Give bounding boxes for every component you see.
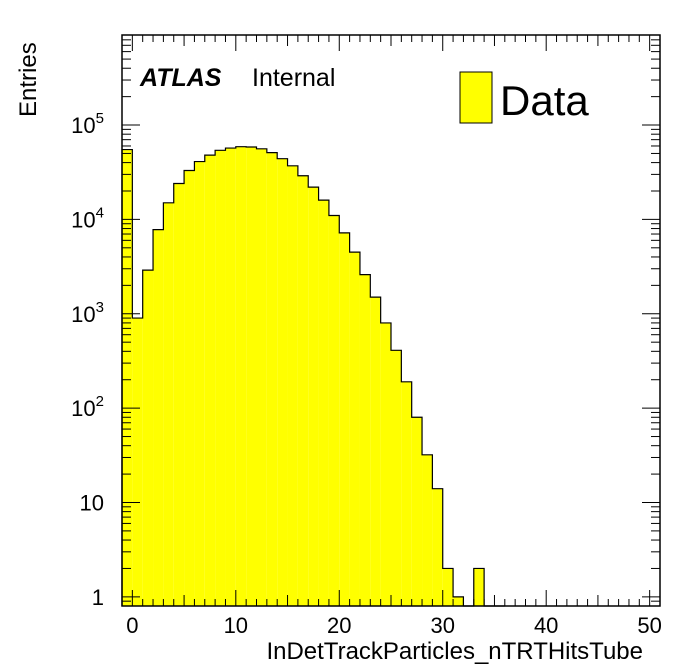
- histogram-bar: [453, 596, 464, 606]
- histogram-bar: [256, 148, 267, 606]
- histogram-bar: [359, 274, 371, 606]
- histogram-bar: [401, 381, 412, 606]
- histogram-bar: [142, 270, 154, 606]
- histogram-bar: [442, 568, 454, 606]
- histogram-bar: [225, 148, 236, 606]
- histogram-bar: [391, 350, 402, 606]
- y-tick-label: 1: [92, 585, 104, 610]
- x-tick-label: 10: [224, 613, 248, 638]
- x-tick-label: 40: [534, 613, 558, 638]
- histogram-bar: [318, 200, 329, 606]
- histogram-outline: [121, 146, 505, 607]
- histogram-bar: [194, 161, 205, 606]
- x-tick-labels: 0 10 20 30 40 50: [126, 613, 662, 638]
- x-tick-label: 50: [637, 613, 661, 638]
- legend-label-data: Data: [500, 77, 589, 124]
- histogram-bar: [246, 147, 257, 606]
- internal-label: Internal: [252, 64, 335, 92]
- histogram-bar: [308, 187, 319, 606]
- y-tick-label: 104: [71, 204, 104, 232]
- y-tick-label: 103: [71, 299, 104, 327]
- x-axis-title: InDetTrackParticles_nTRTHitsTube: [266, 638, 643, 665]
- histogram-bar: [473, 568, 485, 606]
- histogram-bar: [297, 175, 309, 606]
- histogram-bar: [153, 229, 164, 606]
- legend-swatch: [459, 71, 493, 124]
- histogram-bar: [328, 215, 340, 606]
- histogram-bar: [184, 170, 195, 606]
- histogram-bar: [235, 146, 247, 607]
- y-tick-label: 105: [71, 110, 104, 138]
- bars-group: [121, 146, 505, 607]
- histogram-bar: [422, 454, 433, 606]
- histogram-bar: [411, 417, 423, 606]
- histogram-bar: [370, 297, 381, 606]
- histogram-bar: [349, 252, 360, 606]
- histogram-bar: [204, 155, 216, 607]
- atlas-label: ATLAS: [139, 64, 222, 92]
- histogram-bar: [173, 183, 185, 606]
- y-tick-label: 102: [71, 393, 104, 421]
- y-axis-title: Entries: [15, 42, 42, 117]
- histogram-bar: [339, 232, 350, 606]
- histogram-bar: [380, 322, 391, 606]
- histogram-bar: [287, 165, 298, 606]
- y-tick-labels: 1 10 102 103 104 105: [71, 110, 104, 610]
- histogram-bar: [215, 150, 226, 606]
- x-tick-label: 20: [327, 613, 351, 638]
- x-tick-label: 0: [126, 613, 138, 638]
- histogram-bar: [163, 202, 174, 607]
- axis-ticks: [121, 34, 661, 607]
- histogram-bar: [432, 488, 443, 606]
- histogram-bar: [132, 318, 143, 606]
- x-tick-label: 30: [430, 613, 454, 638]
- histogram-bar: [277, 158, 288, 606]
- histogram-bar: [122, 149, 133, 606]
- y-tick-label: 10: [80, 490, 104, 515]
- histogram-bar: [266, 152, 278, 606]
